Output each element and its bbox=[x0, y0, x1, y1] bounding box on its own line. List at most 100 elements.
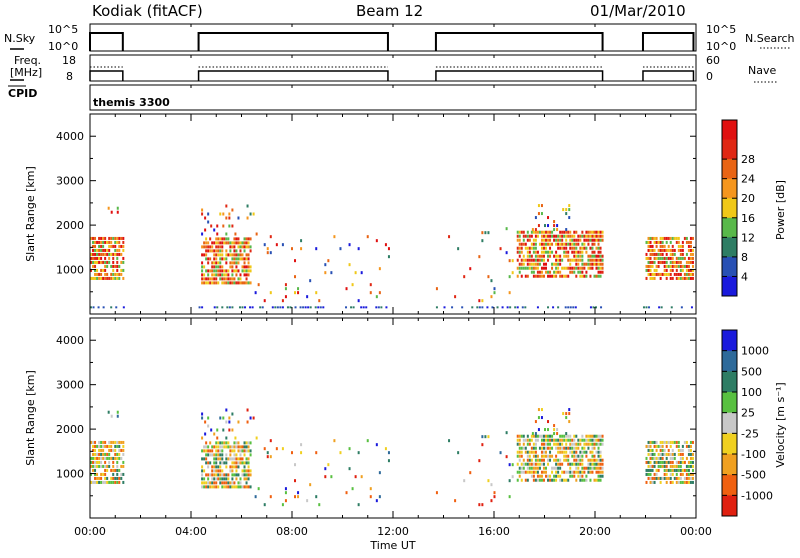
power-echo bbox=[653, 268, 656, 272]
power-echo bbox=[518, 262, 521, 266]
velocity-echo bbox=[330, 475, 333, 479]
velocity-echo bbox=[553, 428, 556, 432]
velocity-echo bbox=[255, 436, 258, 440]
velocity-echo bbox=[221, 445, 224, 449]
station-title: Kodiak (fitACF) bbox=[92, 2, 203, 20]
power-echo bbox=[435, 306, 438, 309]
power-echo bbox=[573, 230, 576, 234]
colorbar-tick-label: -500 bbox=[741, 469, 766, 482]
power-echo bbox=[211, 265, 214, 269]
velocity-echo bbox=[217, 477, 220, 481]
velocity-echo bbox=[677, 460, 680, 464]
power-echo bbox=[233, 281, 236, 285]
velocity-echo bbox=[581, 450, 584, 454]
power-echo bbox=[669, 256, 672, 260]
power-echo bbox=[491, 306, 494, 309]
velocity-echo bbox=[691, 460, 694, 464]
velocity-echo bbox=[505, 431, 508, 435]
velocity-colorbar-label: Velocity [m s⁻¹] bbox=[774, 382, 787, 467]
velocity-echo bbox=[647, 464, 650, 468]
velocity-echo bbox=[327, 463, 330, 467]
power-echo bbox=[675, 256, 678, 260]
power-echo bbox=[583, 262, 586, 266]
velocity-echo bbox=[557, 438, 560, 442]
velocity-echo bbox=[98, 460, 101, 464]
power-echo bbox=[655, 236, 658, 240]
velocity-echo bbox=[90, 440, 92, 444]
velocity-echo bbox=[577, 438, 580, 442]
power-echo bbox=[589, 254, 592, 258]
power-echo bbox=[478, 299, 481, 303]
velocity-echo bbox=[581, 470, 584, 474]
velocity-echo bbox=[559, 434, 562, 438]
power-echo bbox=[667, 244, 670, 248]
velocity-echo bbox=[203, 485, 206, 489]
power-echo bbox=[511, 259, 514, 263]
power-echo bbox=[108, 252, 111, 256]
velocity-echo bbox=[96, 476, 99, 480]
velocity-echo bbox=[221, 441, 224, 445]
velocity-echo bbox=[237, 457, 240, 461]
power-echo bbox=[691, 252, 694, 256]
power-echo bbox=[589, 274, 592, 278]
velocity-echo bbox=[675, 472, 678, 476]
power-echo bbox=[524, 266, 527, 270]
power-echo bbox=[241, 257, 244, 261]
power-echo bbox=[557, 254, 560, 258]
velocity-echo bbox=[536, 462, 539, 466]
velocity-echo bbox=[675, 440, 678, 444]
power-echo bbox=[591, 266, 594, 270]
power-echo bbox=[245, 265, 248, 269]
power-echo bbox=[669, 268, 672, 272]
power-echo bbox=[375, 239, 378, 243]
power-echo bbox=[235, 261, 238, 265]
power-echo bbox=[555, 270, 558, 274]
power-echo bbox=[114, 252, 117, 256]
power-echo bbox=[545, 234, 548, 238]
velocity-echo bbox=[647, 468, 650, 472]
velocity-echo bbox=[543, 428, 546, 432]
colorbar-tick-label: 20 bbox=[741, 192, 755, 205]
power-echo bbox=[219, 253, 222, 257]
power-echo bbox=[555, 266, 558, 270]
power-echo bbox=[572, 306, 575, 309]
velocity-echo bbox=[563, 458, 566, 462]
power-echo bbox=[677, 256, 680, 260]
velocity-echo bbox=[595, 438, 598, 442]
power-echo bbox=[118, 252, 121, 256]
power-echo bbox=[657, 264, 660, 268]
velocity-echo bbox=[540, 416, 543, 420]
velocity-echo bbox=[469, 471, 472, 475]
velocity-echo bbox=[522, 434, 525, 438]
velocity-echo bbox=[235, 465, 238, 469]
velocity-echo bbox=[243, 441, 246, 445]
velocity-echo bbox=[100, 460, 103, 464]
velocity-echo bbox=[205, 453, 208, 457]
power-echo bbox=[561, 242, 564, 246]
velocity-echo bbox=[518, 458, 521, 462]
velocity-echo bbox=[387, 459, 390, 463]
velocity-echo bbox=[532, 478, 535, 482]
power-echo bbox=[649, 256, 652, 260]
colorbar-swatch bbox=[722, 433, 737, 455]
velocity-echo bbox=[233, 453, 236, 457]
power-echo bbox=[231, 269, 234, 273]
colorbar-swatch bbox=[722, 412, 737, 434]
velocity-echo bbox=[225, 481, 228, 485]
velocity-echo bbox=[540, 408, 543, 412]
power-echo bbox=[577, 238, 580, 242]
velocity-echo bbox=[209, 461, 212, 465]
velocity-echo bbox=[520, 446, 523, 450]
power-echo bbox=[587, 234, 590, 238]
velocity-echo bbox=[201, 465, 204, 469]
velocity-echo bbox=[537, 416, 540, 420]
power-echo bbox=[659, 260, 662, 264]
velocity-echo bbox=[549, 458, 552, 462]
power-echo bbox=[233, 257, 236, 261]
power-echo bbox=[120, 260, 123, 264]
velocity-echo bbox=[249, 485, 252, 489]
power-echo bbox=[112, 236, 115, 240]
power-echo bbox=[677, 248, 680, 252]
velocity-echo bbox=[565, 442, 568, 446]
